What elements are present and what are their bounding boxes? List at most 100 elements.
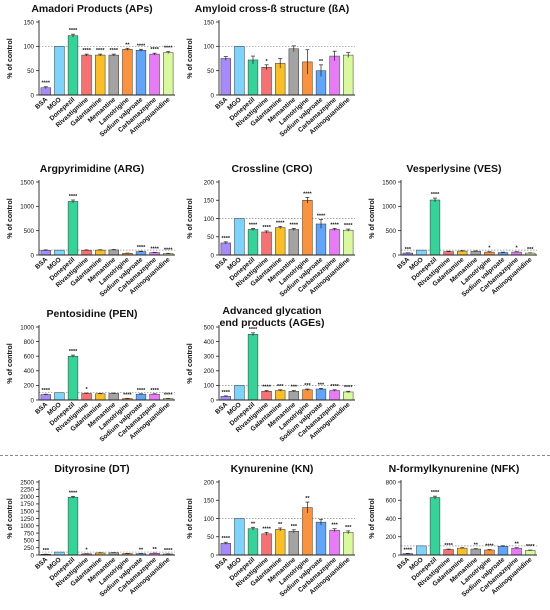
bar-aminoguanidine (163, 52, 174, 96)
bar-memantine (288, 229, 299, 256)
chart-title: Dityrosine (DT) (54, 463, 130, 475)
bar-donepezil (247, 334, 259, 401)
bar-mgo (54, 249, 65, 256)
chart-dityrosine: % of control 0250500750100012501500175020… (7, 479, 175, 599)
significance-label: **** (164, 46, 173, 52)
significance-label: ** (251, 521, 256, 527)
significance-label: ** (278, 522, 283, 528)
bar-memantine (288, 48, 299, 96)
significance-label: *** (345, 525, 352, 531)
panel-amadori: Amadori Products (APs) % of control 0 50 10… (3, 0, 181, 150)
y-axis-label: % of control (187, 498, 194, 538)
significance-label: **** (344, 385, 353, 391)
bar-rivastigmine (261, 390, 272, 401)
y-axis-label: % of control (7, 343, 14, 383)
chart-title: Kynurenine (KN) (230, 463, 314, 475)
bar-bsa (220, 396, 231, 401)
panel-pentosidine: Pentosidine (PEN) % of control 0 200 400 600… (3, 305, 181, 455)
bar-sodium-valproate (135, 393, 147, 401)
y-tick-label: 50 (207, 234, 214, 241)
significance-label: **** (222, 390, 231, 396)
bar-mgo (54, 392, 65, 401)
significance-label: **** (150, 388, 159, 394)
chart-title: Argpyrimidine (ARG) (39, 163, 145, 175)
y-tick-label: 200 (204, 479, 215, 486)
y-tick-label: 0 (211, 397, 215, 404)
y-tick-label: 400 (386, 516, 397, 523)
significance-label: * (266, 59, 269, 65)
bar-aminoguanidine (343, 229, 354, 256)
y-tick-label: 500 (204, 324, 215, 331)
y-tick-label: 300 (204, 354, 215, 361)
significance-label: **** (69, 194, 78, 200)
y-tick-label: 800 (24, 339, 35, 346)
bar-lamotrigine (302, 200, 313, 256)
bar-bsa (40, 250, 51, 256)
bar-lamotrigine (484, 549, 495, 556)
bar-carbamazepine (149, 393, 160, 401)
panel-vesperlysine: Vesperlysine (VES) % of control 0 500 1000 1… (365, 160, 543, 310)
chart-title: Crossline (CRO) (231, 163, 313, 175)
bar-galantamine (457, 250, 468, 256)
bar-sodium-valproate (315, 388, 327, 401)
significance-label: **** (222, 536, 231, 542)
bar-carbamazepine (329, 229, 340, 256)
y-tick-label: 0 (211, 552, 215, 559)
significance-label: * (516, 246, 519, 252)
significance-label: *** (277, 384, 284, 390)
significance-label: **** (303, 191, 312, 197)
bar-lamotrigine (122, 49, 133, 96)
bar-bsa (220, 242, 231, 256)
y-tick-label: 2500 (20, 479, 34, 486)
y-tick-label: 100 (204, 516, 215, 523)
chart-amyloid: % of control050100150BSAMGODonepezil*Riv… (187, 19, 355, 139)
y-tick-label: 100 (24, 44, 35, 51)
y-tick-label: 0 (31, 92, 35, 99)
bar-carbamazepine (511, 547, 522, 556)
bar-donepezil (429, 497, 441, 556)
significance-label: **** (69, 349, 78, 355)
y-tick-label: 1750 (20, 501, 34, 508)
bar-memantine (108, 393, 119, 401)
significance-label: *** (405, 247, 412, 253)
y-tick-label: 200 (386, 534, 397, 541)
bar-sodium-valproate (135, 251, 147, 256)
y-axis-label: % of control (187, 198, 194, 238)
y-tick-label: 600 (24, 354, 35, 361)
bar-bsa (40, 87, 51, 96)
bar-donepezil (247, 528, 259, 556)
bar-galantamine (457, 547, 468, 556)
significance-label: **** (137, 245, 146, 251)
bar-carbamazepine (329, 55, 340, 96)
chart-vesperlysine: % of control050010001500***BSAMGO****Don… (369, 179, 537, 299)
bar-sodium-valproate (497, 546, 509, 556)
bar-mgo (234, 218, 245, 256)
y-tick-label: 100 (204, 44, 215, 51)
significance-label: **** (82, 48, 91, 54)
y-tick-label: 200 (204, 368, 215, 375)
y-tick-label: 100 (204, 216, 215, 223)
significance-label: **** (42, 81, 51, 87)
y-tick-label: 150 (204, 198, 215, 205)
significance-label: **** (69, 28, 78, 34)
bar-donepezil (67, 496, 79, 556)
bar-donepezil (247, 229, 259, 256)
bar-rivastigmine (261, 533, 272, 556)
significance-label: **** (444, 543, 453, 549)
y-tick-label: 250 (24, 545, 35, 552)
y-axis-label: % of control (7, 498, 14, 538)
significance-label: * (86, 548, 89, 554)
chart-pentosidine: % of control02004006008001000****BSAMGO*… (7, 324, 175, 444)
y-tick-label: 0 (211, 92, 215, 99)
y-tick-label: 1500 (20, 179, 34, 186)
bar-memantine (288, 390, 299, 401)
significance-label: ** (474, 543, 479, 549)
chart-nfk: % of control0200400600800****BSAMGO****D… (369, 479, 537, 599)
significance-label: **** (404, 547, 413, 553)
y-tick-label: 200 (204, 179, 215, 186)
y-tick-label: 2000 (20, 494, 34, 501)
significance-label: **** (150, 47, 159, 53)
significance-label: *** (291, 524, 298, 530)
significance-label: **** (431, 192, 440, 198)
